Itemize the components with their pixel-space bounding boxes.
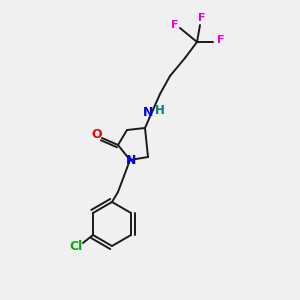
Text: Cl: Cl — [69, 239, 82, 253]
Text: F: F — [171, 20, 179, 30]
Text: F: F — [198, 13, 206, 23]
Text: N: N — [143, 106, 153, 118]
Text: F: F — [217, 35, 225, 45]
Text: O: O — [92, 128, 102, 142]
Text: H: H — [155, 104, 165, 118]
Text: N: N — [126, 154, 136, 167]
